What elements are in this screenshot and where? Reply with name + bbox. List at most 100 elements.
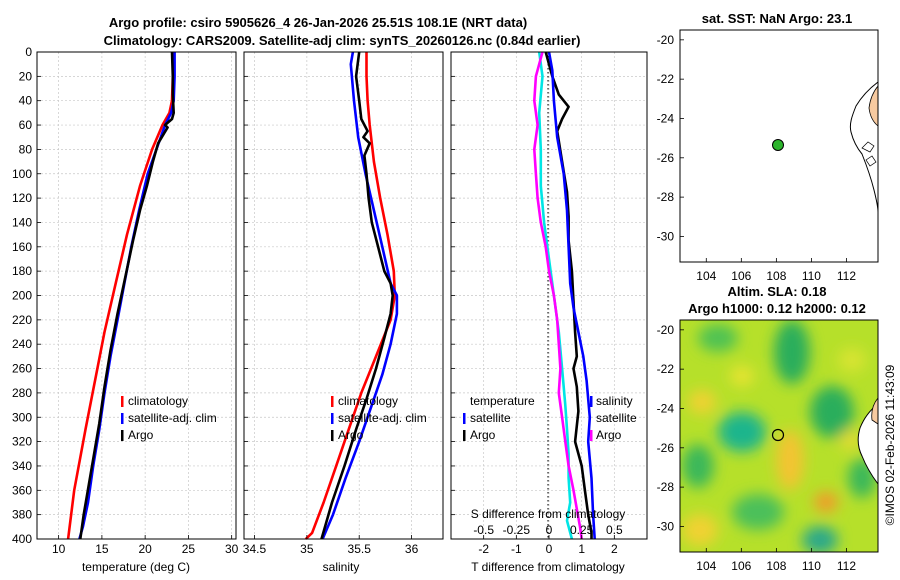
salinity-xlabel: salinity	[323, 560, 360, 574]
y-tick-label: 180	[12, 264, 32, 278]
x-tick-label: 35.5	[348, 542, 372, 556]
map-y-tick-label: -30	[657, 519, 675, 533]
y-tick-label: 220	[12, 313, 32, 327]
sla-field	[680, 320, 878, 552]
map-y-tick-label: -22	[657, 72, 675, 86]
series-salinity-argo	[532, 51, 583, 540]
y-tick-label: 260	[12, 362, 32, 376]
x-tick-label: 34.5	[243, 542, 267, 556]
legend-climatology-swatch	[331, 396, 334, 407]
series-argo	[320, 51, 395, 540]
map-x-tick-label: 112	[837, 559, 856, 573]
legend-temperature: temperature	[470, 394, 535, 408]
legend-climatology: climatology	[128, 394, 188, 408]
series-salinity-satellite	[547, 51, 596, 540]
legend-satellite-adj-clim: satellite-adj. clim	[338, 411, 427, 425]
x-tick-label: 0	[546, 542, 553, 556]
legend-salinity-magenta-swatch	[590, 430, 593, 441]
y-tick-label: 140	[12, 215, 32, 229]
map-x-tick-label: 104	[696, 269, 716, 283]
salinity-panel: 34.5 35 35.5 36 climatology satellite-adj. …	[243, 51, 444, 574]
salinity-legend: climatology satellite-adj. clim Argo	[331, 394, 427, 442]
y-tick-label: 280	[12, 386, 32, 400]
sst-map: sat. SST: NaN Argo: 23.1 104 106 108 110 112…	[657, 11, 879, 283]
map-x-tick-label: 110	[802, 269, 821, 283]
s-difference-label: S difference from climatology	[471, 507, 626, 521]
s-tick-label: 0.5	[606, 523, 623, 537]
s-tick-label: 0.25	[570, 523, 594, 537]
argo-location-marker	[772, 139, 784, 151]
legend-satellite-swatch	[331, 413, 334, 424]
map-y-tick-label: -28	[657, 480, 675, 494]
t-difference-xlabel: T difference from climatology	[471, 560, 625, 574]
temperature-xlabel: temperature (deg C)	[82, 560, 190, 574]
x-tick-label: 36	[405, 542, 419, 556]
x-tick-label: 30	[225, 542, 239, 556]
map-x-tick-label: 112	[837, 269, 856, 283]
s-tick-label: -0.25	[503, 523, 531, 537]
map-y-tick-label: -20	[657, 33, 675, 47]
sst-map-title: sat. SST: NaN Argo: 23.1	[702, 11, 853, 26]
difference-panel: -2 -1 0 1 2 temperature satellite Argo salin…	[450, 51, 648, 574]
legend-cyan-swatch	[463, 413, 466, 424]
map-y-tick-label: -26	[657, 441, 675, 455]
map-y-tick-label: -26	[657, 151, 675, 165]
legend-satellite-adj-clim: satellite-adj. clim	[128, 411, 217, 425]
legend-temperature-argo: Argo	[470, 428, 496, 442]
x-tick-label: -1	[511, 542, 522, 556]
map-y-tick-label: -30	[657, 229, 675, 243]
s-tick-label: 0	[546, 523, 553, 537]
map-x-tick-label: 108	[766, 559, 786, 573]
legend-temperature-satellite: satellite	[470, 411, 511, 425]
y-tick-label: 60	[19, 118, 33, 132]
legend-salinity-argo: Argo	[596, 428, 622, 442]
y-tick-label: 380	[12, 508, 32, 522]
series-satellite-adj-clim	[321, 51, 399, 540]
series-climatology	[66, 52, 175, 540]
map-y-tick-label: -28	[657, 190, 675, 204]
legend-black-swatch	[463, 430, 466, 441]
map-y-tick-label: -24	[657, 401, 675, 415]
legend-salinity-blue-swatch	[590, 396, 593, 407]
y-tick-label: 400	[12, 532, 32, 546]
x-tick-label: -2	[478, 542, 489, 556]
legend-climatology-swatch	[121, 396, 124, 407]
y-tick-label: 20	[19, 69, 33, 83]
y-tick-label: 200	[12, 289, 32, 303]
y-tick-label: 160	[12, 240, 32, 254]
y-tick-label: 340	[12, 459, 32, 473]
y-tick-label: 40	[19, 94, 33, 108]
figure-title-line2: Climatology: CARS2009. Satellite-adj cli…	[104, 33, 581, 48]
y-tick-label: 80	[19, 142, 33, 156]
figure-title-line1: Argo profile: csiro 5905626_4 26-Jan-202…	[109, 15, 527, 30]
y-tick-label: 360	[12, 483, 32, 497]
series-argo	[79, 51, 175, 540]
legend-salinity: salinity	[596, 394, 633, 408]
map-x-tick-label: 106	[731, 269, 751, 283]
s-tick-label: -0.5	[473, 523, 494, 537]
x-tick-label: 15	[95, 542, 109, 556]
map-x-tick-label: 104	[696, 559, 716, 573]
sla-map: Altim. SLA: 0.18 Argo h1000: 0.12 h2000:…	[657, 284, 897, 573]
legend-argo: Argo	[338, 428, 364, 442]
sst-map-frame	[679, 29, 879, 263]
map-x-tick-label: 106	[731, 559, 751, 573]
x-tick-label: 1	[578, 542, 585, 556]
legend-argo: Argo	[128, 428, 154, 442]
legend-salinity-satellite: satellite	[596, 411, 637, 425]
imos-timestamp: ©IMOS 02-Feb-2026 11:43:09	[883, 364, 897, 525]
x-tick-label: 35	[300, 542, 314, 556]
sla-map-subtitle: Argo h1000: 0.12 h2000: 0.12	[688, 301, 866, 316]
y-tick-label: 240	[12, 337, 32, 351]
map-y-tick-label: -24	[657, 111, 675, 125]
y-tick-label: 0	[25, 45, 32, 59]
x-tick-label: 10	[52, 542, 66, 556]
map-y-tick-label: -22	[657, 362, 675, 376]
y-tick-label: 100	[12, 167, 32, 181]
y-tick-label: 320	[12, 435, 32, 449]
y-tick-label: 300	[12, 410, 32, 424]
difference-legend: temperature satellite Argo salinity sate…	[463, 394, 637, 442]
legend-argo-swatch	[121, 430, 124, 441]
map-x-tick-label: 108	[766, 269, 786, 283]
